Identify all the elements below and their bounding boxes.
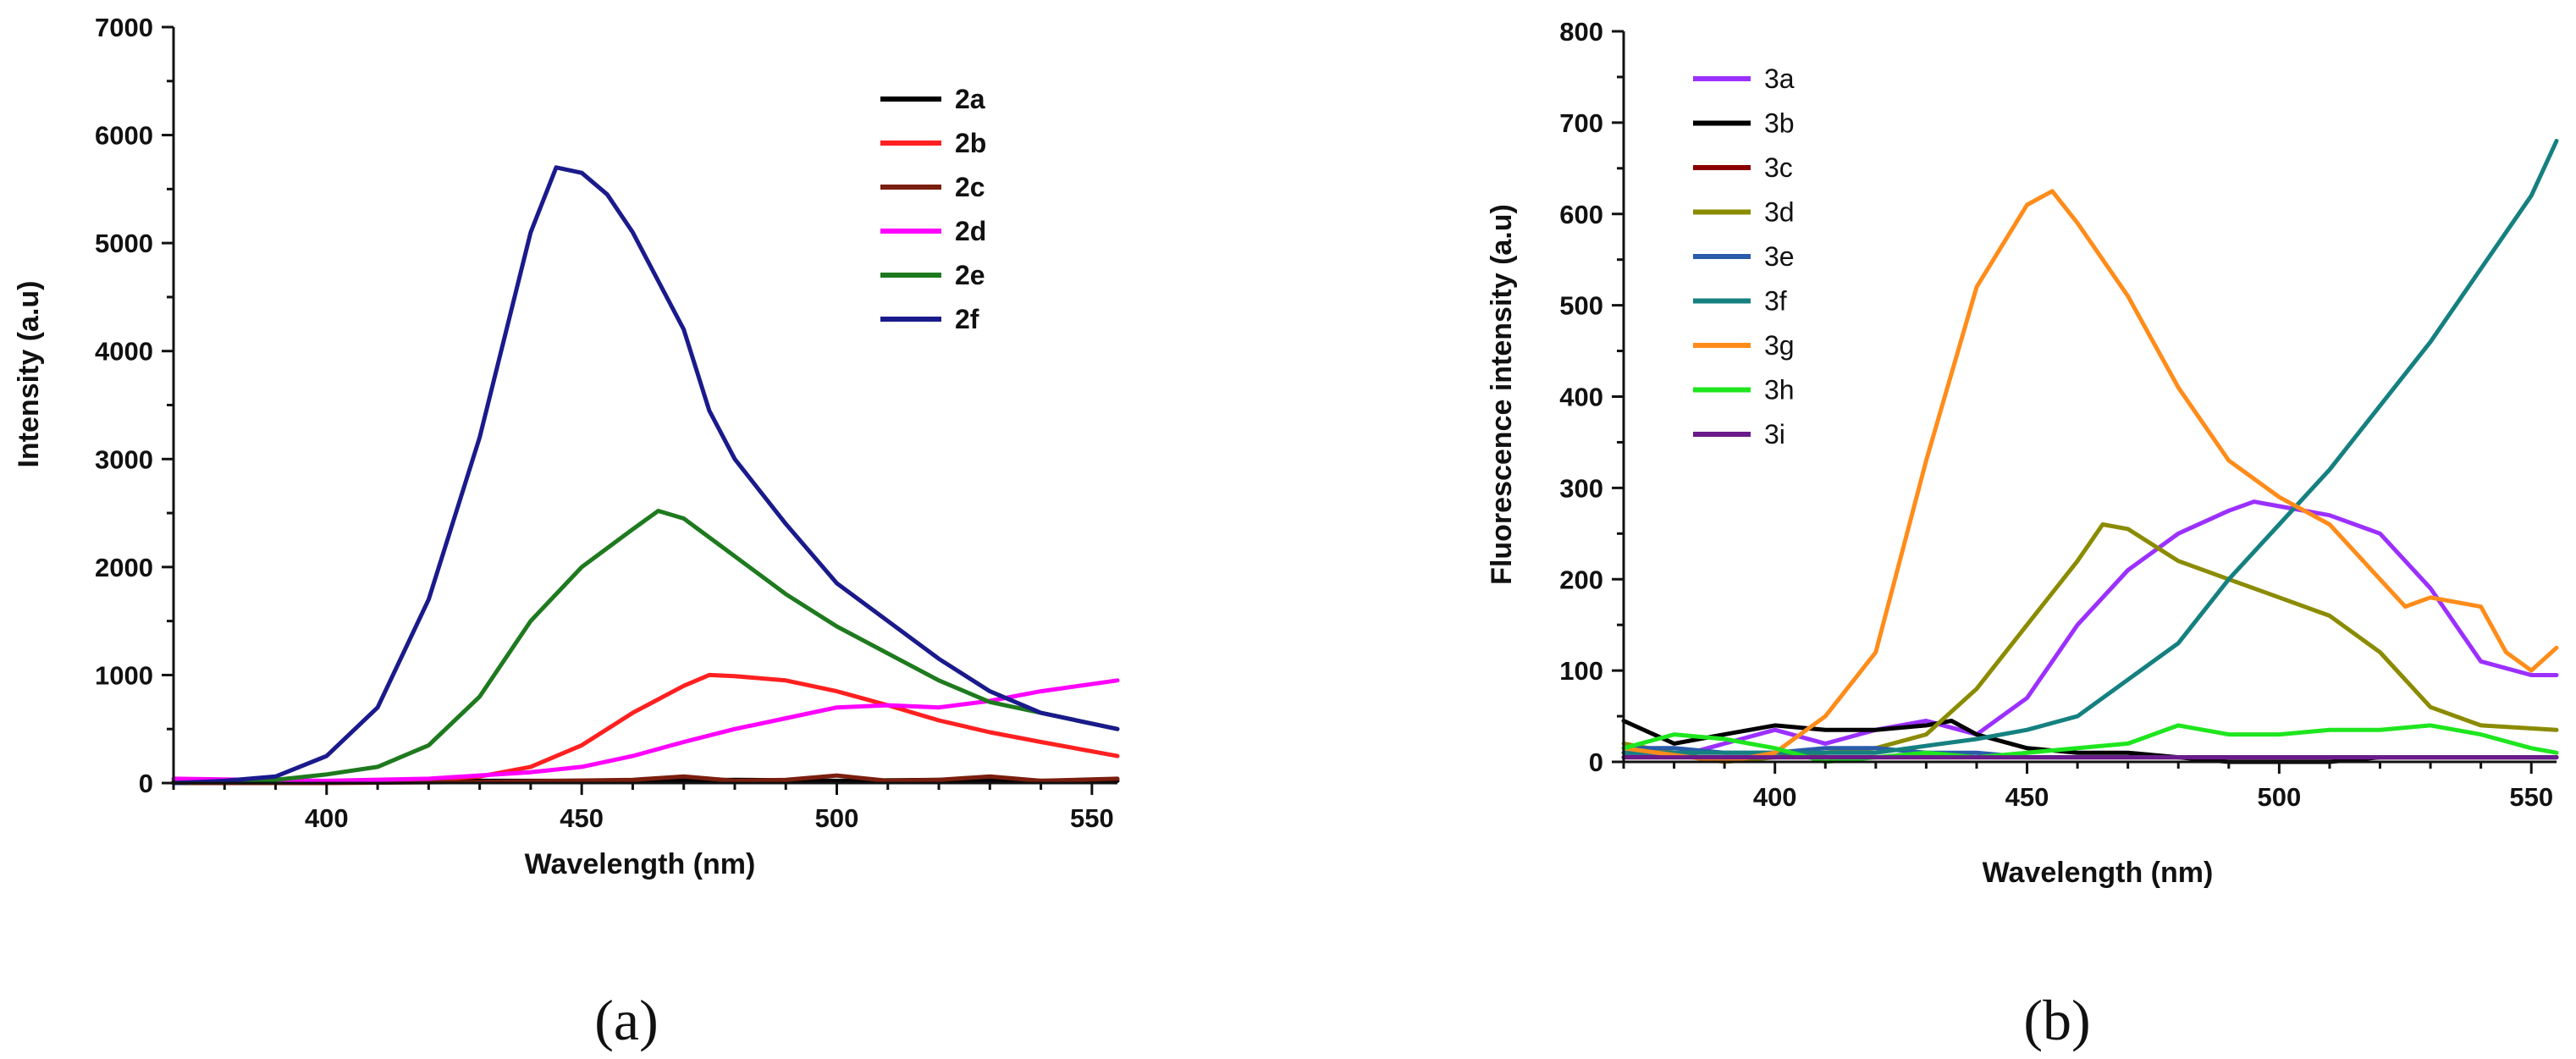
chart-b: 400 450 500 550 0 100 200 300 400 500 600 700 800 Wa… bbox=[1486, 17, 2559, 889]
y-tick-label: 800 bbox=[1559, 17, 1603, 47]
y-tick-label: 700 bbox=[1559, 108, 1603, 138]
x-tick-label: 550 bbox=[1070, 803, 1114, 833]
y-tick-label: 300 bbox=[1559, 473, 1603, 503]
chart-a-xlabel: Wavelength (nm) bbox=[525, 848, 756, 880]
series-line-2e bbox=[171, 509, 1120, 786]
legend-label-2f: 2f bbox=[955, 304, 979, 334]
chart-a: 400 450 500 550 0 1000 2000 3000 4000 5000 6000 700… bbox=[13, 13, 1120, 880]
legend-label-3i: 3i bbox=[1764, 419, 1785, 450]
chart-b-ticks: 400 450 500 550 0 100 200 300 400 500 600 700 800 bbox=[1559, 17, 2553, 812]
y-tick-label: 500 bbox=[1559, 291, 1603, 321]
series-line-2d bbox=[171, 678, 1120, 783]
chart-a-ylabel: Intensity (a.u) bbox=[13, 280, 45, 467]
legend-label-3c: 3c bbox=[1764, 152, 1793, 183]
legend-label-2e: 2e bbox=[955, 260, 985, 290]
x-tick-label: 550 bbox=[2509, 782, 2553, 812]
y-tick-label: 400 bbox=[1559, 383, 1603, 412]
y-tick-label: 0 bbox=[139, 769, 153, 798]
chart-b-legend: 3a 3b 3c 3d 3e 3f 3g 3h 3i bbox=[1693, 63, 1795, 450]
x-tick-label: 400 bbox=[1753, 782, 1797, 812]
legend-label-2a: 2a bbox=[955, 84, 985, 114]
legend-label-3a: 3a bbox=[1764, 63, 1795, 94]
chart-b-series bbox=[1621, 139, 2559, 764]
series-line-2f bbox=[171, 165, 1120, 786]
y-tick-label: 1000 bbox=[95, 660, 153, 690]
y-tick-label: 200 bbox=[1559, 565, 1603, 594]
chart-b-ylabel: Fluorescence intensity (a.u) bbox=[1486, 204, 1518, 585]
chart-a-legend: 2a 2b 2c 2d 2e 2f bbox=[880, 84, 986, 334]
x-tick-label: 500 bbox=[815, 803, 859, 833]
x-tick-label: 400 bbox=[305, 803, 349, 833]
panel-a-label: (a) bbox=[594, 988, 658, 1052]
legend-label-3d: 3d bbox=[1764, 197, 1795, 228]
series-line-2b bbox=[171, 672, 1120, 786]
y-tick-label: 4000 bbox=[95, 337, 153, 367]
legend-label-2c: 2c bbox=[955, 172, 985, 202]
series-line-3h bbox=[1621, 723, 2559, 764]
y-tick-label: 7000 bbox=[95, 13, 153, 42]
x-tick-label: 500 bbox=[2258, 782, 2302, 812]
chart-b-xlabel: Wavelength (nm) bbox=[1983, 857, 2214, 889]
series-line-3f bbox=[1621, 139, 2559, 755]
x-tick-label: 450 bbox=[560, 803, 604, 833]
legend-label-3h: 3h bbox=[1764, 375, 1795, 405]
series-line-3g bbox=[1621, 189, 2559, 764]
legend-label-2b: 2b bbox=[955, 128, 986, 158]
panel-b-label: (b) bbox=[2023, 988, 2090, 1052]
y-tick-label: 600 bbox=[1559, 200, 1603, 229]
legend-label-2d: 2d bbox=[955, 216, 986, 246]
x-tick-label: 450 bbox=[2005, 782, 2049, 812]
legend-label-3e: 3e bbox=[1764, 241, 1795, 272]
chart-a-ticks: 400 450 500 550 0 1000 2000 3000 4000 5000 6000 700… bbox=[95, 13, 1114, 833]
y-tick-label: 100 bbox=[1559, 656, 1603, 686]
y-tick-label: 5000 bbox=[95, 229, 153, 258]
legend-label-3b: 3b bbox=[1764, 108, 1795, 139]
y-tick-label: 0 bbox=[1589, 747, 1603, 777]
y-tick-label: 6000 bbox=[95, 121, 153, 151]
series-line-3a bbox=[1621, 499, 2559, 760]
legend-label-3g: 3g bbox=[1764, 330, 1795, 361]
y-tick-label: 2000 bbox=[95, 553, 153, 582]
y-tick-label: 3000 bbox=[95, 444, 153, 474]
legend-label-3f: 3f bbox=[1764, 286, 1787, 317]
